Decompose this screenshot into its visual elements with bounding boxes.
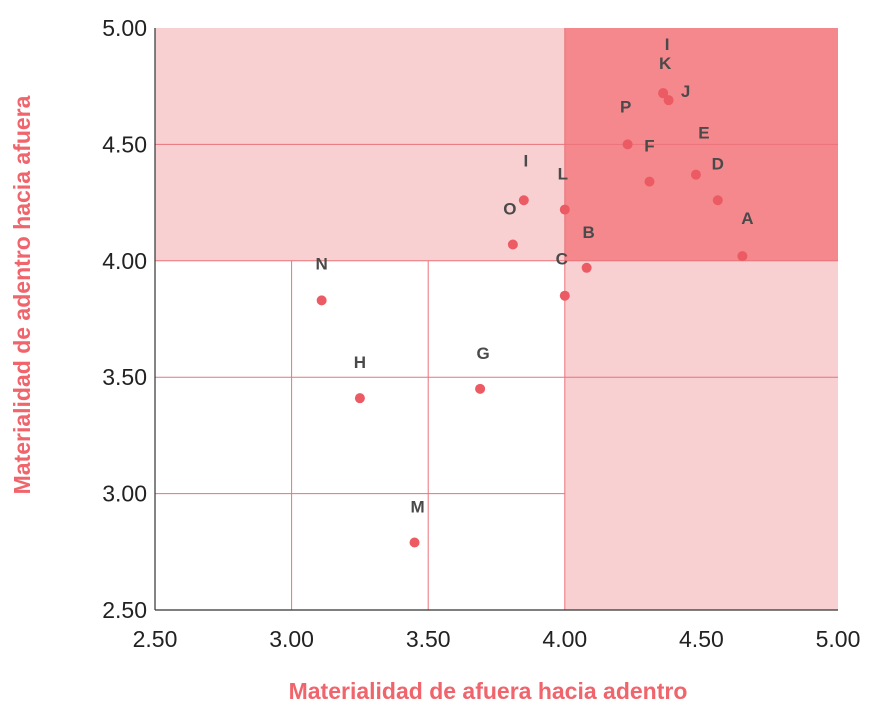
data-point-n bbox=[316, 295, 327, 306]
data-point-a bbox=[737, 251, 748, 262]
point-label-g: G bbox=[476, 344, 489, 363]
data-point-i bbox=[518, 195, 529, 206]
data-point-o bbox=[507, 239, 518, 250]
zone-light-1 bbox=[564, 260, 838, 610]
x-tick-labels: 2.50 3.00 3.50 4.00 4.50 5.00 bbox=[133, 626, 861, 652]
x-tick-label: 3.00 bbox=[269, 626, 314, 652]
point-label-l: L bbox=[558, 165, 568, 184]
y-tick-label: 3.00 bbox=[102, 481, 147, 507]
data-point-j bbox=[663, 95, 674, 106]
point-label-m: M bbox=[410, 497, 424, 516]
data-point-g bbox=[475, 383, 486, 394]
data-point-p bbox=[622, 139, 633, 150]
point-label-f: F bbox=[644, 137, 654, 156]
grid-lines bbox=[155, 28, 838, 610]
data-point-k bbox=[658, 88, 669, 99]
y-tick-label: 4.50 bbox=[102, 131, 147, 157]
point-label-i: I bbox=[665, 35, 670, 54]
x-tick-label: 2.50 bbox=[133, 626, 178, 652]
data-point-e bbox=[690, 169, 701, 180]
y-tick-label: 5.00 bbox=[102, 15, 147, 41]
data-point-f bbox=[644, 176, 655, 187]
data-point-c bbox=[559, 290, 570, 301]
axes bbox=[154, 28, 838, 611]
point-label-h: H bbox=[354, 353, 366, 372]
point-labels: A BC DE F G H I I JK L M N O P bbox=[316, 35, 754, 516]
y-tick-label: 3.50 bbox=[102, 364, 147, 390]
point-label-n: N bbox=[316, 254, 328, 273]
x-tick-label: 3.50 bbox=[406, 626, 451, 652]
y-tick-label: 2.50 bbox=[102, 597, 147, 623]
x-tick-label: 4.00 bbox=[542, 626, 587, 652]
point-label-o: O bbox=[503, 200, 516, 219]
point-label-k: K bbox=[659, 54, 672, 73]
x-axis-title: Materialidad de afuera hacia adentro bbox=[289, 678, 688, 704]
y-axis-title: Materialidad de adentro hacia afuera bbox=[9, 95, 35, 494]
point-label-e: E bbox=[698, 124, 709, 143]
data-points bbox=[316, 88, 748, 548]
data-point-m bbox=[409, 537, 420, 548]
data-point-h bbox=[354, 393, 365, 404]
point-label-c: C bbox=[556, 250, 568, 269]
data-point-d bbox=[712, 195, 723, 206]
quadrant-zones bbox=[155, 28, 838, 610]
point-label-d: D bbox=[712, 154, 724, 173]
x-tick-label: 5.00 bbox=[816, 626, 861, 652]
point-label-i: I bbox=[523, 151, 528, 170]
x-tick-label: 4.50 bbox=[679, 626, 724, 652]
y-tick-labels: 2.50 3.00 3.50 4.00 4.50 5.00 bbox=[102, 15, 147, 623]
data-point-b bbox=[581, 262, 592, 273]
point-label-b: B bbox=[583, 223, 595, 242]
y-tick-label: 4.00 bbox=[102, 248, 147, 274]
point-label-p: P bbox=[620, 97, 631, 116]
point-label-a: A bbox=[741, 209, 753, 228]
point-label-j: J bbox=[681, 82, 690, 101]
data-point-l bbox=[559, 204, 570, 215]
